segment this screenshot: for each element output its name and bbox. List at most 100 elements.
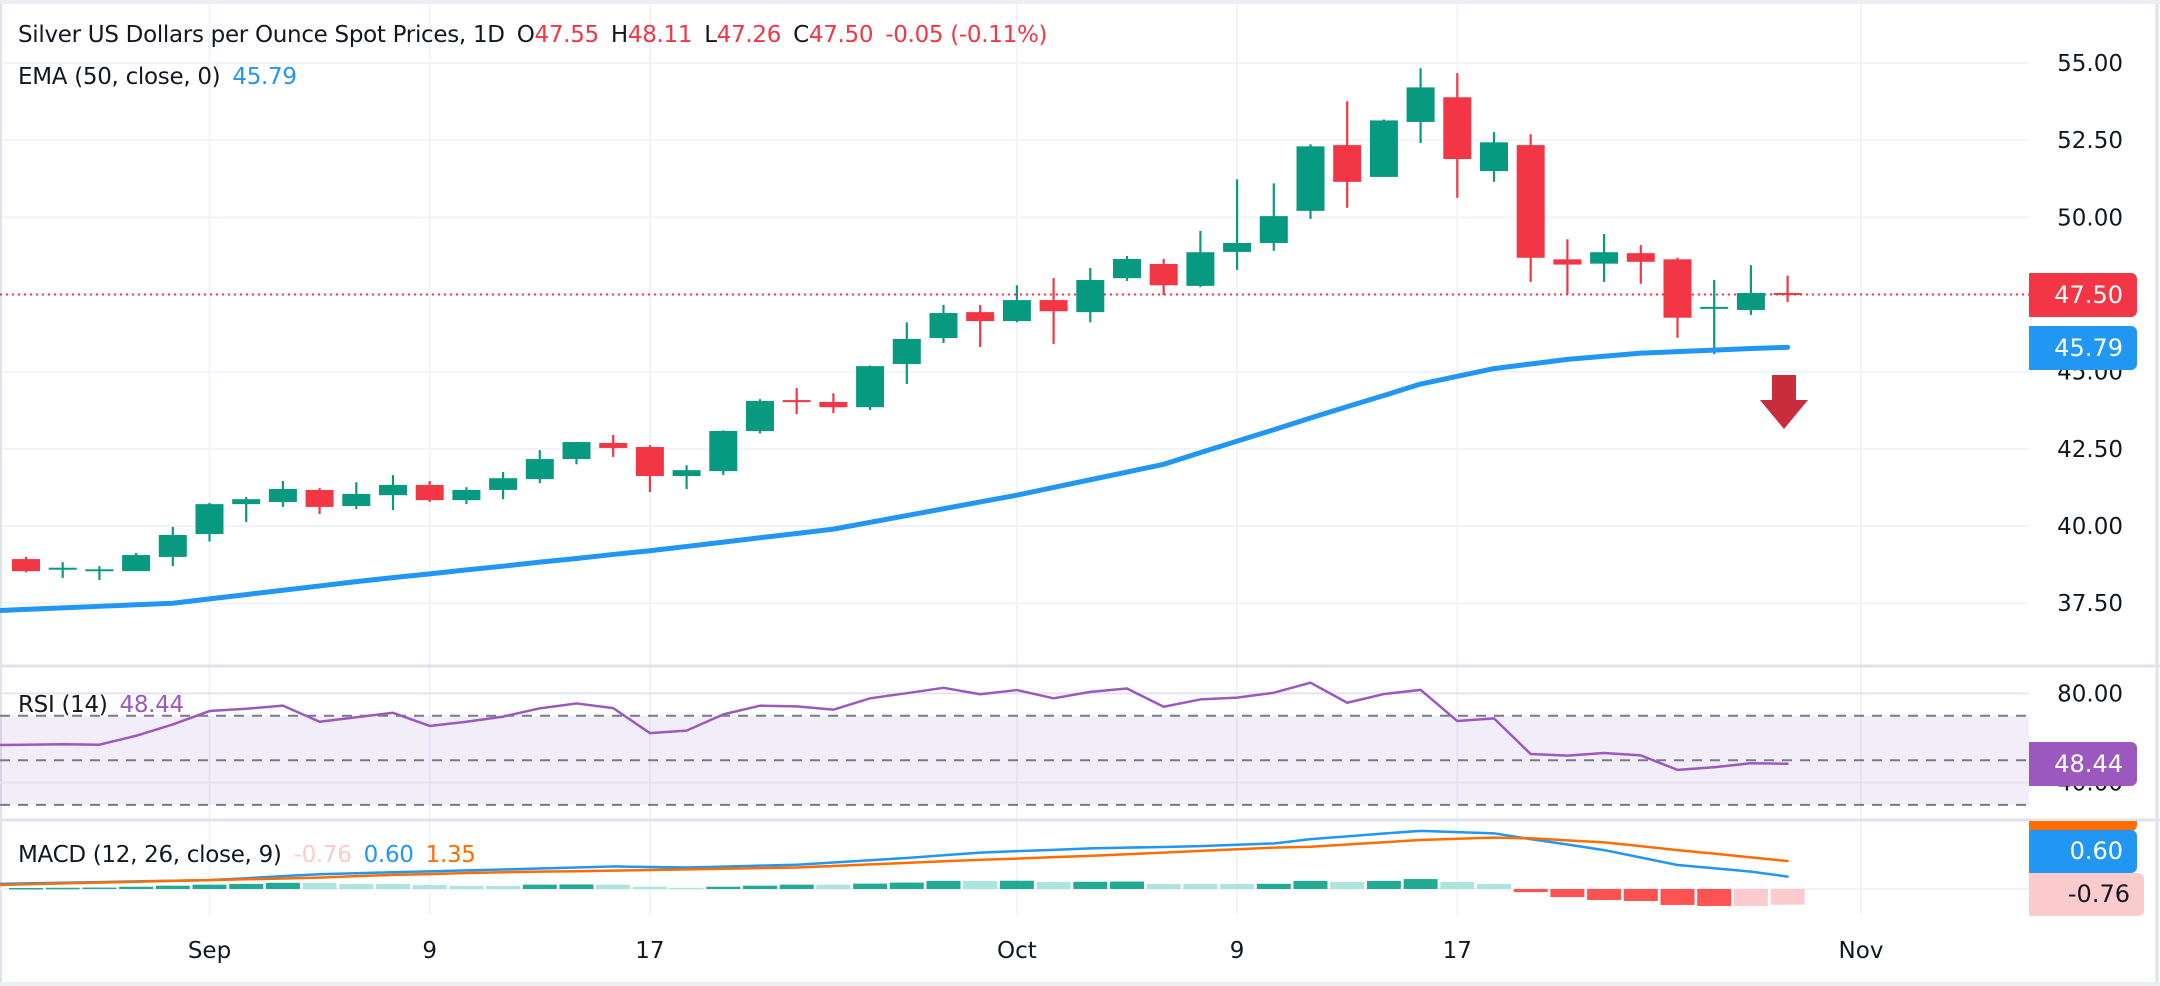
candle-body xyxy=(1076,280,1105,313)
histogram-bar xyxy=(1660,889,1695,905)
histogram-bar xyxy=(45,887,80,890)
candle-body xyxy=(1443,97,1472,160)
histogram-bar xyxy=(596,884,631,889)
histogram-bar xyxy=(1477,884,1511,889)
time-axis-label: 17 xyxy=(635,938,664,964)
histogram-bar xyxy=(816,884,851,889)
histogram-bar xyxy=(119,886,154,889)
down-arrow-icon xyxy=(1760,375,1808,429)
time-axis-label: Sep xyxy=(188,938,231,964)
candle-body xyxy=(1663,259,1692,318)
candle-body xyxy=(1700,306,1729,309)
ema-price-tag: 45.79 xyxy=(2029,326,2137,370)
signal-line xyxy=(0,836,1789,887)
histogram-bar xyxy=(1330,881,1365,889)
candle-body xyxy=(525,459,554,480)
low-label: L xyxy=(704,22,717,48)
price-axis-label: 55.00 xyxy=(2057,51,2123,77)
histogram-bar xyxy=(1293,880,1328,889)
candle-body xyxy=(1039,300,1068,312)
ema-value: 45.79 xyxy=(232,64,297,90)
macd-label: MACD (12, 26, close, 9) xyxy=(18,842,282,868)
candle-body xyxy=(966,312,995,322)
histogram-bar xyxy=(1036,881,1071,889)
histogram-bar xyxy=(1697,889,1732,906)
histogram-bar xyxy=(265,882,300,889)
signal-value-tag: 1.35 xyxy=(2029,821,2137,831)
rsi-value: 48.44 xyxy=(119,692,185,718)
histogram-bar xyxy=(743,885,777,889)
candle-body xyxy=(1186,252,1215,286)
candle-body xyxy=(1333,145,1362,182)
macd-value-tag: 0.60 xyxy=(2029,830,2137,873)
histogram-bar xyxy=(1513,889,1548,893)
indicator-lines xyxy=(0,344,1791,887)
histogram-bar xyxy=(412,885,447,889)
candle-body xyxy=(1553,259,1582,265)
candle-body xyxy=(599,443,628,448)
candle-body xyxy=(892,338,921,364)
rsi-legend[interactable]: RSI (14) 48.44 xyxy=(18,692,184,718)
histogram-bar xyxy=(1256,883,1291,889)
histogram-bar xyxy=(1073,881,1108,889)
candle-body xyxy=(305,489,334,507)
high-label: H xyxy=(610,22,628,48)
macd-value: 0.60 xyxy=(363,842,414,868)
histogram-bar xyxy=(376,884,410,889)
ema-legend[interactable]: EMA (50, close, 0) 45.79 xyxy=(18,64,297,90)
bottom-border xyxy=(0,982,2160,986)
candle-body xyxy=(746,401,774,431)
candle-body xyxy=(782,400,811,403)
candle-body xyxy=(672,470,701,477)
time-axis-label: Nov xyxy=(1839,938,1884,964)
open-label: O xyxy=(516,22,535,48)
ema-label: EMA (50, close, 0) xyxy=(18,64,221,90)
macd-line xyxy=(0,829,1789,886)
time-axis-label: 9 xyxy=(1230,938,1245,964)
histogram-bar xyxy=(1183,884,1218,889)
histogram-bar xyxy=(963,880,998,889)
histogram-bar xyxy=(779,884,814,889)
candle-body xyxy=(1590,252,1619,264)
candle-body xyxy=(379,484,407,496)
ema-line xyxy=(0,344,1791,613)
close-value: 47.50 xyxy=(808,22,874,48)
histogram-bar xyxy=(229,884,264,889)
time-axis-label: 9 xyxy=(422,938,437,964)
candle-body xyxy=(1113,259,1141,279)
candle-body xyxy=(1626,253,1655,262)
histogram-bar xyxy=(82,887,117,890)
candle-body xyxy=(1002,300,1031,322)
high-value: 48.11 xyxy=(627,22,693,48)
histogram-bar xyxy=(339,884,374,889)
open-value: 47.55 xyxy=(534,22,600,48)
candle-body xyxy=(1406,87,1435,122)
candle-body xyxy=(415,484,444,501)
price-axis-label: 37.50 xyxy=(2057,591,2123,617)
histogram-bar xyxy=(486,885,521,889)
macd-histogram xyxy=(0,879,2029,906)
axes: Sep917Oct917Nov55.0052.5050.0047.5045.00… xyxy=(188,51,2123,964)
macd-legend[interactable]: MACD (12, 26, close, 9) -0.76 0.60 1.35 xyxy=(18,842,476,868)
candle-body xyxy=(158,535,187,557)
histogram-bar xyxy=(1550,889,1585,898)
histogram-bar xyxy=(1110,881,1144,889)
price-axis-label: 50.00 xyxy=(2057,205,2123,231)
time-axis-label: Oct xyxy=(997,938,1037,964)
symbol-title: Silver US Dollars per Ounce Spot Prices,… xyxy=(18,22,505,48)
histogram-bar xyxy=(1220,884,1255,889)
signal-tag-clip: 1.35 xyxy=(2029,821,2137,831)
candle-body xyxy=(48,567,77,570)
histogram-bar xyxy=(1366,880,1401,889)
candle-body xyxy=(1369,120,1398,177)
candle-body xyxy=(1480,142,1508,172)
candle-body xyxy=(195,504,224,535)
candle-body xyxy=(635,447,664,477)
candle-body xyxy=(1223,242,1252,252)
candle-body xyxy=(1773,292,1802,295)
candle-body xyxy=(709,430,738,472)
histogram-bar xyxy=(9,887,43,890)
histogram-bar xyxy=(853,883,888,889)
histogram-bar xyxy=(669,887,704,890)
